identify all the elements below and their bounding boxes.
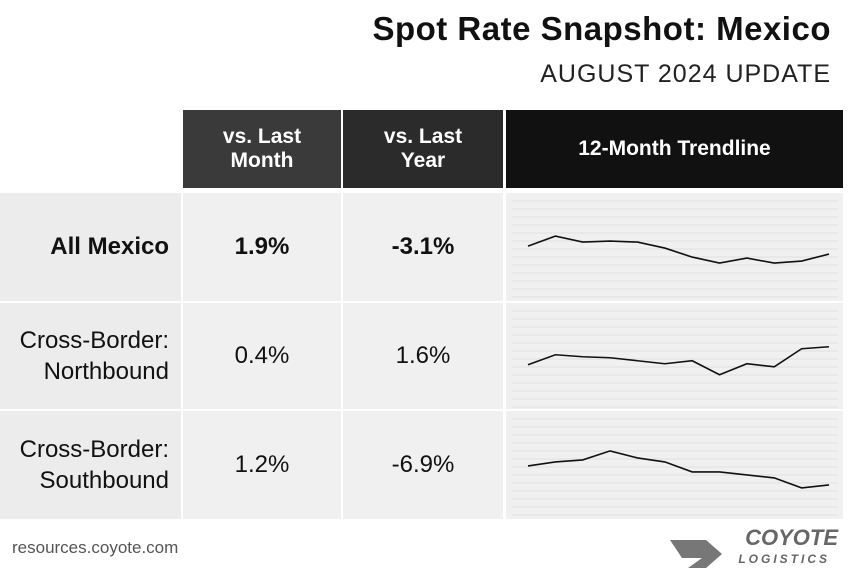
trend-cell xyxy=(506,411,843,519)
year-change: -3.1% xyxy=(343,193,503,301)
row-label: Cross-Border: Southbound xyxy=(0,411,181,519)
footer-url: resources.coyote.com xyxy=(12,538,179,557)
column-header-text: vs. Last Year xyxy=(383,124,463,172)
trend-cell xyxy=(506,303,843,409)
sparkline xyxy=(512,200,837,298)
logo-subtext: LOGISTICS xyxy=(738,552,830,566)
title: Spot Rate Snapshot: Mexico xyxy=(372,10,831,47)
month-change: 0.4% xyxy=(183,303,341,409)
sparkline xyxy=(512,310,837,408)
column-header-text: 12-Month Trendline xyxy=(578,136,771,160)
logo-mark xyxy=(670,540,722,568)
row-label: Cross-Border: Northbound xyxy=(0,303,181,409)
year-change-text: -6.9% xyxy=(391,451,455,478)
row-label-text: Cross-Border: Northbound xyxy=(19,326,169,385)
column-header: 12-Month Trendline xyxy=(506,110,843,188)
month-change: 1.9% xyxy=(183,193,341,301)
row-label: All Mexico xyxy=(0,193,181,301)
month-change: 1.2% xyxy=(183,411,341,519)
column-header: vs. Last Month xyxy=(183,110,341,188)
subtitle: AUGUST 2024 UPDATE xyxy=(540,60,831,88)
row-label-text: Cross-Border: Southbound xyxy=(19,435,169,494)
month-change-text: 1.9% xyxy=(234,233,290,260)
year-change-text: -3.1% xyxy=(391,233,455,260)
trend-line xyxy=(527,450,830,489)
logo: COYOTE LOGISTICS xyxy=(670,528,839,568)
year-change: -6.9% xyxy=(343,411,503,519)
trend-line xyxy=(527,345,830,376)
column-header: vs. Last Year xyxy=(343,110,503,188)
year-change: 1.6% xyxy=(343,303,503,409)
trend-line xyxy=(527,235,830,264)
month-change-text: 1.2% xyxy=(234,451,290,478)
trend-cell xyxy=(506,193,843,301)
column-header-text: vs. Last Month xyxy=(222,124,302,172)
month-change-text: 0.4% xyxy=(234,342,290,369)
year-change-text: 1.6% xyxy=(395,342,451,369)
sparkline xyxy=(512,418,837,516)
row-label-text: All Mexico xyxy=(50,233,169,261)
logo-text: COYOTE xyxy=(745,528,839,550)
